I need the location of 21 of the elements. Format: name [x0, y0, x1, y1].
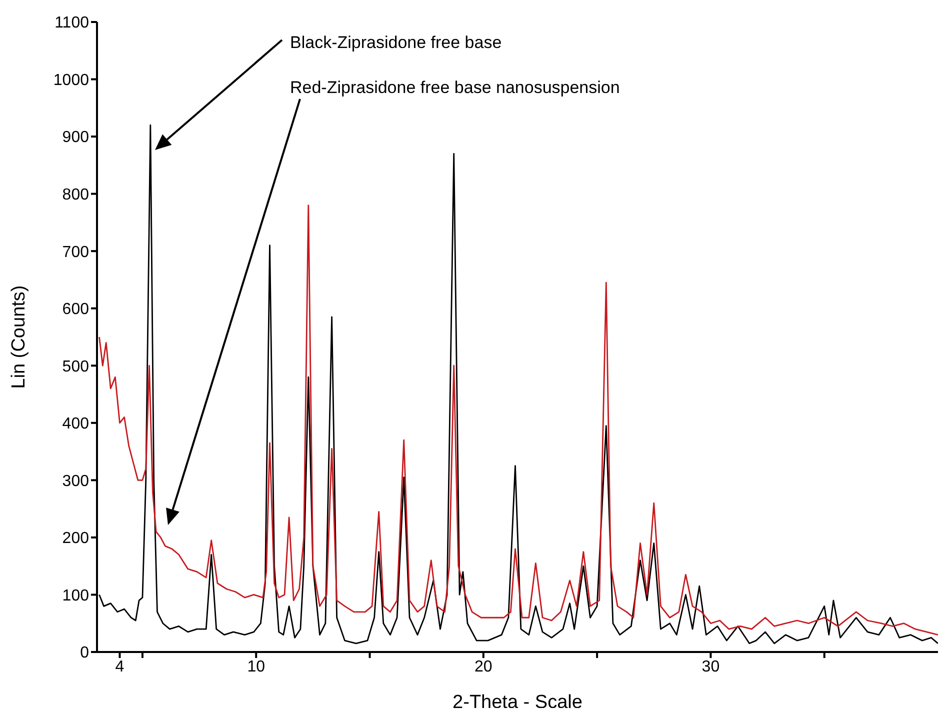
y-tick-label: 400 — [62, 416, 90, 433]
x-tick-label: 4 — [115, 658, 124, 676]
x-tick-label: 20 — [474, 658, 492, 676]
y-tick-label: 500 — [62, 358, 90, 376]
y-tick-label: 200 — [62, 530, 90, 548]
y-axis-title: Lin (Counts) — [8, 285, 30, 389]
y-tick-label: 1100 — [54, 14, 90, 32]
annotation: Red-Ziprasidone free base nanosuspension — [290, 78, 620, 97]
annotation: Black-Ziprasidone free base — [290, 33, 502, 52]
x-tick-label: 30 — [702, 658, 720, 676]
line-series — [98, 204, 938, 636]
y-tick-label: 700 — [62, 244, 90, 261]
x-tick-label: 10 — [247, 658, 266, 676]
y-tick-label: 300 — [62, 472, 90, 490]
x-axis-title: 2-Theta - Scale — [452, 692, 582, 713]
y-tick-label: 0 — [80, 644, 90, 662]
y-tick-label: 600 — [62, 301, 90, 318]
y-tick-label: 1000 — [53, 72, 90, 89]
y-tick-label: 100 — [62, 587, 90, 604]
y-tick-label: 800 — [62, 186, 90, 204]
y-tick-label: 900 — [62, 129, 90, 146]
